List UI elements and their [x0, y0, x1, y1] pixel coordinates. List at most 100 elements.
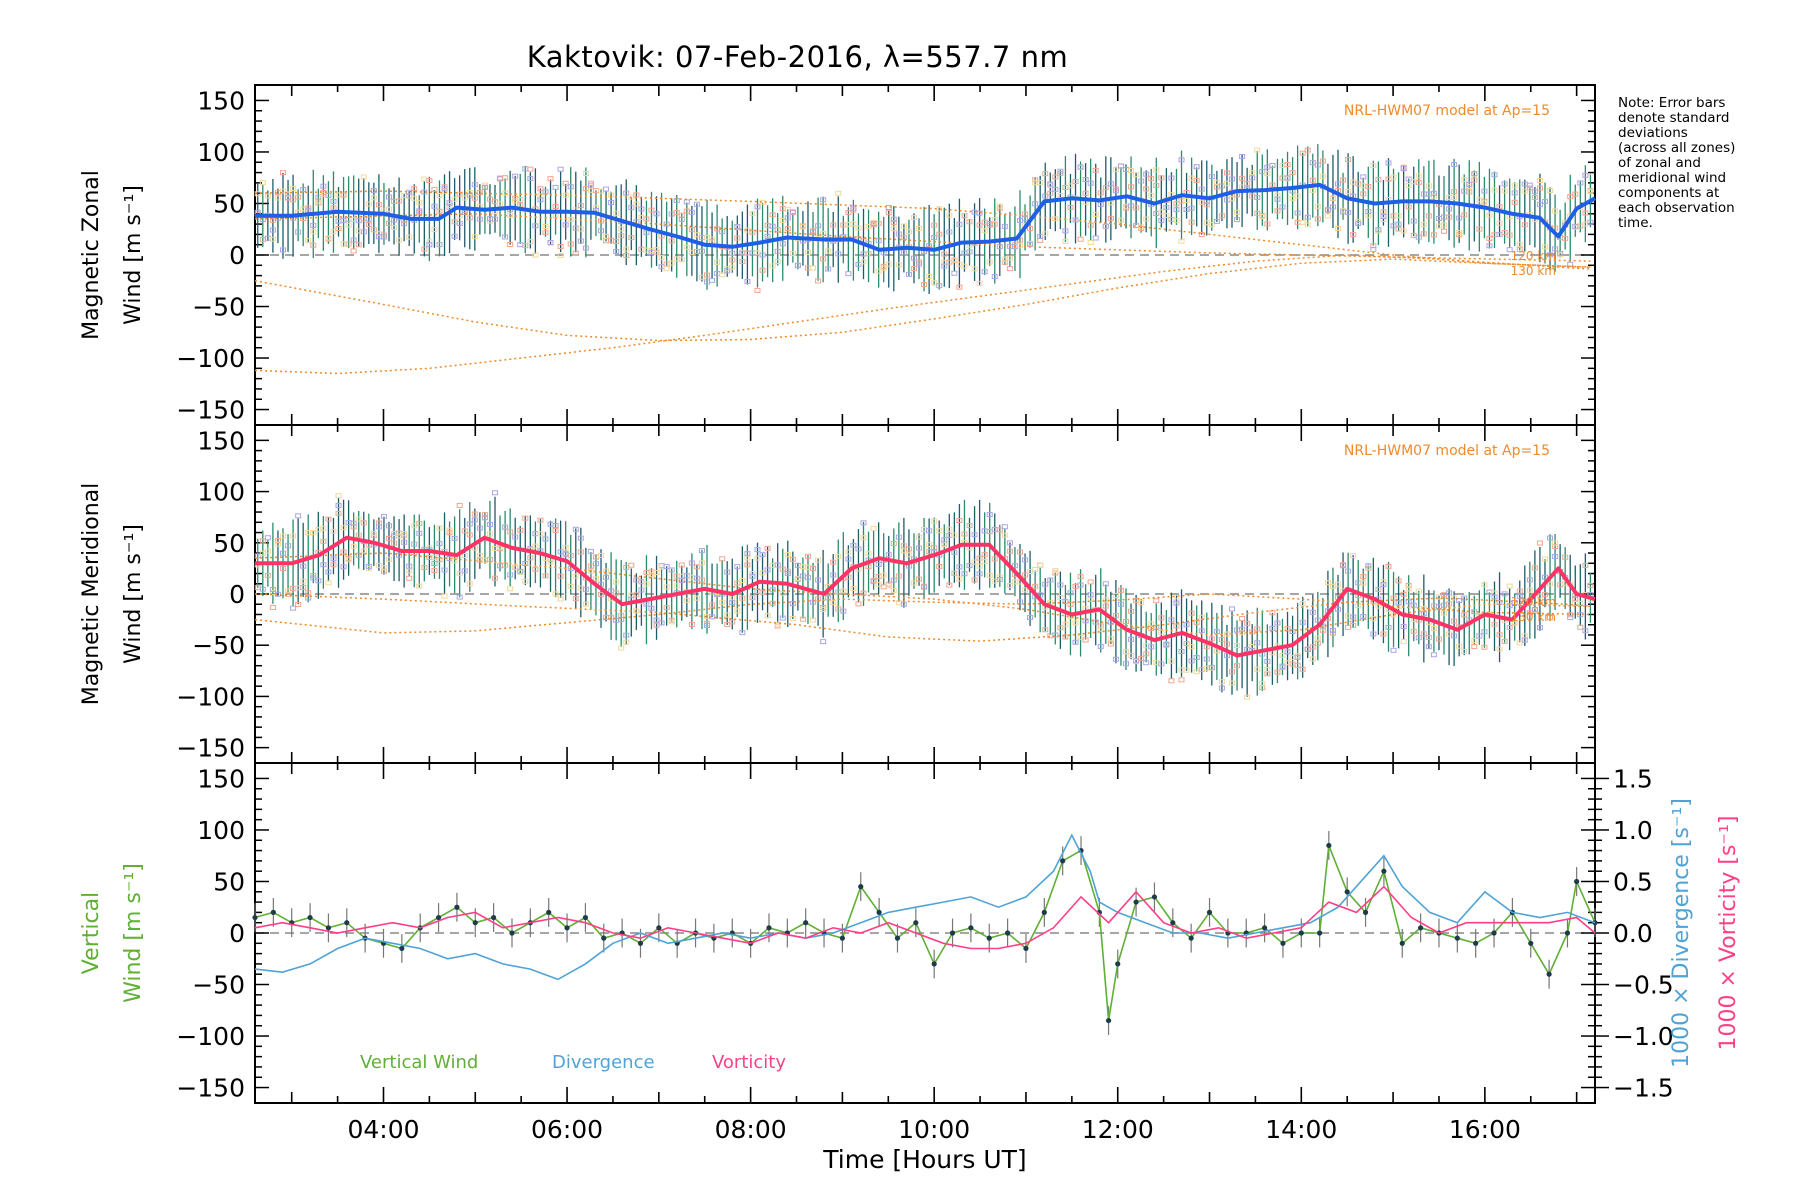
zone-marker — [396, 237, 403, 243]
zone-marker — [1178, 238, 1185, 244]
zone-marker — [905, 271, 912, 277]
zone-marker — [1446, 214, 1453, 220]
zone-marker — [789, 601, 796, 607]
zone-marker — [431, 203, 438, 209]
zone-marker — [653, 247, 660, 253]
zone-marker — [1446, 590, 1453, 596]
zone-marker — [1380, 631, 1387, 637]
zone-marker — [340, 549, 347, 555]
y-tick-label: 150 — [197, 426, 245, 455]
zone-marker — [537, 517, 544, 523]
zone-marker — [734, 564, 741, 570]
zone-marker — [1006, 548, 1013, 554]
zone-marker — [567, 241, 574, 247]
zone-marker — [1057, 168, 1064, 174]
zone-marker — [1516, 594, 1523, 600]
zone-marker — [875, 220, 882, 226]
zone-marker — [961, 263, 968, 269]
zone-marker — [295, 194, 302, 200]
zone-marker — [441, 188, 448, 194]
zone-marker — [279, 188, 286, 194]
zone-marker — [1057, 595, 1064, 601]
zone-marker — [1506, 232, 1513, 238]
zone-marker — [1516, 246, 1523, 252]
zone-marker — [512, 565, 519, 571]
zone-marker — [1370, 246, 1377, 252]
y-tick-label: −100 — [176, 682, 245, 711]
zone-marker — [1430, 626, 1437, 632]
zone-marker — [426, 242, 433, 248]
zone-marker — [688, 622, 695, 628]
zone-marker — [1218, 213, 1225, 219]
zone-marker — [916, 225, 923, 231]
zone-marker — [1309, 656, 1316, 662]
zone-marker — [1380, 216, 1387, 222]
zone-marker — [451, 233, 458, 239]
zone-marker — [1471, 609, 1478, 615]
zone-marker — [1173, 600, 1180, 606]
y-tick-label: 100 — [197, 138, 245, 167]
model-label: NRL-HWM07 model at Ap=15 — [1344, 103, 1550, 119]
zone-marker — [1481, 200, 1488, 206]
zone-marker — [461, 568, 468, 574]
zone-marker — [340, 525, 347, 531]
zone-marker — [623, 639, 630, 645]
zone-marker — [1536, 625, 1543, 631]
zone-marker — [815, 557, 822, 563]
zone-marker — [1133, 205, 1140, 211]
vertical-wind-point — [546, 909, 552, 915]
zone-marker — [330, 562, 337, 568]
note-line: time. — [1618, 215, 1653, 231]
zone-marker — [300, 584, 307, 590]
zone-marker — [1102, 603, 1109, 609]
zone-marker — [557, 596, 564, 602]
zone-marker — [966, 249, 973, 255]
zone-marker — [1128, 636, 1135, 642]
zone-marker — [1072, 178, 1079, 184]
zone-marker — [1365, 184, 1372, 190]
zone-marker — [1541, 244, 1548, 250]
zone-marker — [320, 538, 327, 544]
zone-marker — [623, 190, 630, 196]
zone-marker — [764, 567, 771, 573]
zone-marker — [1350, 614, 1357, 620]
zone-marker — [926, 273, 933, 279]
zone-marker — [441, 186, 448, 192]
zone-marker — [279, 550, 286, 556]
zone-marker — [1117, 217, 1124, 223]
zone-marker — [1471, 177, 1478, 183]
zone-marker — [305, 207, 312, 213]
zone-marker — [512, 173, 519, 179]
zone-marker — [522, 578, 529, 584]
zone-marker — [1491, 621, 1498, 627]
y-tick-label: 0 — [229, 580, 245, 609]
zone-marker — [1400, 228, 1407, 234]
zone-marker — [1052, 632, 1059, 638]
zone-marker — [481, 515, 488, 521]
zone-marker — [1289, 170, 1296, 176]
zone-marker — [1567, 615, 1574, 621]
zone-marker — [1329, 630, 1336, 636]
y2-tick-label: −1.0 — [1613, 1022, 1674, 1051]
zone-marker — [683, 597, 690, 603]
zone-marker — [567, 184, 574, 190]
zone-marker — [749, 229, 756, 235]
zone-marker — [916, 545, 923, 551]
zone-marker — [1491, 187, 1498, 193]
zone-marker — [815, 278, 822, 284]
zone-marker — [714, 259, 721, 265]
note-line: (across all zones) — [1618, 140, 1736, 156]
zone-marker — [1239, 630, 1246, 636]
vertical-wind-point — [1418, 925, 1424, 931]
zone-marker — [1117, 587, 1124, 593]
y2-axis-label-divergence: 1000 × Divergence [s⁻¹] — [1669, 798, 1694, 1068]
zone-marker — [936, 528, 943, 534]
zone-marker — [784, 571, 791, 577]
zone-marker — [971, 266, 978, 272]
zone-marker — [1370, 162, 1377, 168]
zone-marker — [1148, 176, 1155, 182]
zone-marker — [426, 178, 433, 184]
zone-marker — [461, 209, 468, 215]
zone-marker — [290, 533, 297, 539]
zone-marker — [880, 572, 887, 578]
